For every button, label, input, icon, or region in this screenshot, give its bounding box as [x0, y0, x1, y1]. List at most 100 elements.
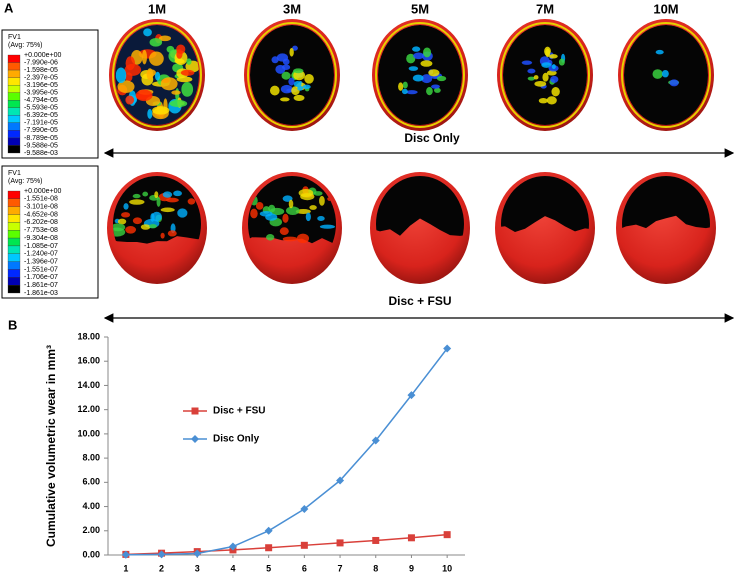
- disc-rim: [247, 22, 337, 128]
- disc-rim: [500, 22, 590, 128]
- spot: [292, 45, 298, 51]
- spot: [550, 75, 559, 83]
- legend-marker: [191, 435, 199, 443]
- spot: [162, 191, 173, 198]
- legend-swatch: [7, 115, 21, 123]
- spot: [412, 74, 424, 82]
- spot: [146, 68, 154, 81]
- spot: [669, 79, 679, 87]
- spot: [304, 73, 314, 84]
- column-label: 3M: [283, 1, 301, 16]
- column-label: 5M: [411, 1, 429, 16]
- spot: [167, 230, 177, 237]
- spot: [176, 49, 183, 59]
- legend-value: -1.240e-07: [24, 251, 58, 258]
- contour-legend: FV1(Avg: 75%) +0.000e+00-7.990e-06-1.598e…: [1, 29, 99, 159]
- spot: [149, 224, 157, 229]
- spot: [319, 195, 325, 206]
- y-tick-label: 14.00: [77, 380, 100, 390]
- disc-core: [115, 25, 199, 125]
- x-tick-label: 3: [195, 563, 200, 573]
- spot: [289, 47, 294, 57]
- legend-value: -1.396e-07: [24, 258, 58, 265]
- spot: [280, 84, 293, 94]
- disc-core: [250, 25, 334, 125]
- legend-value: -3.995e-05: [24, 90, 58, 97]
- spot: [113, 223, 126, 232]
- spot: [276, 53, 289, 62]
- spot: [293, 94, 305, 101]
- legend-swatch: [7, 122, 21, 131]
- spot: [296, 233, 310, 244]
- spot: [285, 206, 300, 215]
- spot: [558, 58, 565, 66]
- spot: [279, 227, 289, 236]
- spot: [255, 202, 264, 210]
- spot: [142, 191, 149, 197]
- legend-swatch: [7, 230, 21, 239]
- y-tick: 16.00: [77, 356, 108, 366]
- spot: [533, 75, 539, 80]
- y-tick-label: 16.00: [77, 356, 100, 366]
- spot: [319, 224, 336, 229]
- legend-swatch: [7, 85, 21, 93]
- row-label: Disc Only: [404, 131, 460, 145]
- disc-core: [503, 25, 587, 125]
- spot: [166, 197, 179, 203]
- legend-swatch: [7, 261, 21, 270]
- spot: [173, 190, 182, 197]
- point: [443, 344, 452, 353]
- y-tick-label: 18.00: [77, 331, 100, 341]
- spot: [117, 218, 127, 225]
- legend-swatch: [7, 107, 21, 116]
- spot: [154, 191, 159, 199]
- column-label: 7M: [536, 1, 554, 16]
- spot: [135, 89, 153, 102]
- x-tick: 9: [409, 555, 414, 573]
- spot: [281, 64, 291, 70]
- spot: [545, 48, 551, 58]
- spot: [652, 69, 663, 79]
- y-tick-label: 12.00: [77, 404, 100, 414]
- legend-swatch: [7, 62, 21, 71]
- legend-swatch: [7, 130, 21, 139]
- point: [193, 549, 202, 558]
- spot: [436, 75, 447, 82]
- y-tick: 18.00: [77, 331, 108, 341]
- spot: [426, 87, 433, 96]
- spot: [171, 90, 181, 95]
- spot: [186, 58, 192, 65]
- disc-core: [624, 25, 708, 125]
- disc-core: [378, 25, 462, 125]
- legend-swatch: [7, 285, 21, 294]
- spot: [132, 193, 141, 199]
- legend-swatch: [7, 206, 21, 215]
- legend-value: -3.196e-05: [24, 82, 58, 89]
- y-tick: 8.00: [82, 452, 108, 462]
- y-tick: 6.00: [82, 477, 108, 487]
- spot: [546, 96, 557, 105]
- x-tick: 3: [195, 555, 200, 573]
- spot: [123, 203, 129, 210]
- point: [371, 436, 380, 445]
- spot: [428, 69, 440, 77]
- legend-title: FV1: [8, 170, 21, 177]
- spot: [305, 212, 311, 222]
- disc-wear: [501, 176, 589, 233]
- series-line: [125, 348, 448, 556]
- spot: [160, 232, 165, 239]
- spot: [174, 58, 185, 64]
- legend-subtitle: (Avg: 75%): [8, 42, 43, 49]
- legend-value: -2.397e-05: [24, 74, 58, 81]
- spot: [297, 85, 304, 91]
- x-tick-label: 10: [442, 563, 452, 573]
- point: [300, 541, 308, 549]
- x-tick: 8: [373, 555, 378, 573]
- spot: [433, 87, 441, 93]
- point: [121, 550, 130, 559]
- point: [407, 534, 415, 542]
- legend-swatch: [7, 100, 21, 108]
- spot: [551, 64, 556, 70]
- contour-legend: FV1(Avg: 75%) +0.000e+00-1.551e-08-3.101e…: [1, 165, 99, 299]
- spot: [293, 81, 302, 88]
